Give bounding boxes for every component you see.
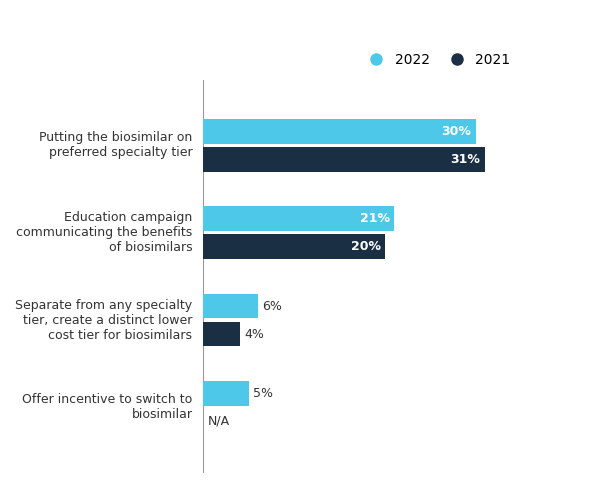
Legend: 2022, 2021: 2022, 2021	[357, 47, 516, 73]
Bar	[203, 322, 240, 346]
Text: 31%: 31%	[451, 153, 481, 166]
Bar	[203, 206, 394, 231]
Text: 21%: 21%	[359, 212, 389, 225]
Text: 20%: 20%	[350, 240, 380, 253]
Bar	[203, 294, 258, 318]
Text: Education campaign
communicating the benefits
of biosimilars: Education campaign communicating the ben…	[16, 211, 193, 254]
Bar	[203, 381, 249, 406]
Text: 30%: 30%	[442, 125, 472, 138]
Text: Putting the biosimilar on
preferred specialty tier: Putting the biosimilar on preferred spec…	[39, 131, 193, 159]
Text: Offer incentive to switch to
biosimilar: Offer incentive to switch to biosimilar	[22, 393, 193, 422]
Bar	[203, 119, 476, 143]
Text: N/A: N/A	[208, 415, 230, 428]
Text: Separate from any specialty
tier, create a distinct lower
cost tier for biosimil: Separate from any specialty tier, create…	[16, 299, 193, 342]
Bar	[203, 234, 385, 259]
Text: 6%: 6%	[262, 300, 283, 313]
Text: 5%: 5%	[253, 387, 274, 400]
Bar	[203, 147, 485, 172]
Text: 4%: 4%	[244, 327, 264, 341]
